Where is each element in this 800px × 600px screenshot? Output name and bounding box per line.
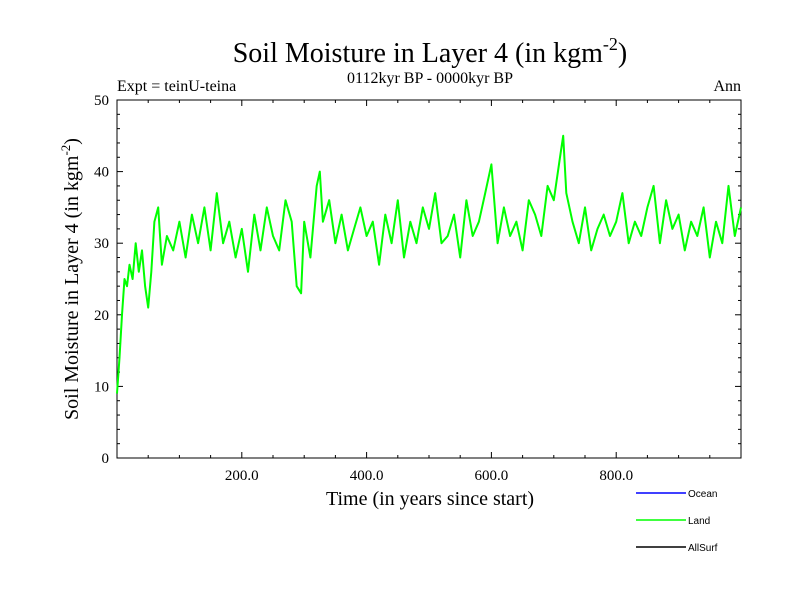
legend: Ocean Land AllSurf <box>636 489 718 554</box>
legend-label-ocean: Ocean <box>688 489 717 500</box>
y-tick-label: 50 <box>94 93 109 109</box>
x-tick-label: 400.0 <box>350 468 384 484</box>
legend-label-allsurf: AllSurf <box>688 543 718 554</box>
y-axis: 0 10 20 30 40 50 <box>94 93 741 467</box>
chart-title: Soil Moisture in Layer 4 (in kgm-2) <box>233 34 628 69</box>
y-tick-label: 40 <box>94 165 109 181</box>
y-tick-label: 10 <box>94 379 109 395</box>
x-tick-label: 600.0 <box>475 468 509 484</box>
chart-subtitle: 0112kyr BP - 0000kyr BP <box>347 70 513 87</box>
y-tick-label: 30 <box>94 236 109 252</box>
series-line-land <box>116 134 742 394</box>
y-axis-label: Soil Moisture in Layer 4 (in kgm-2) <box>58 138 83 420</box>
x-axis: 200.0 400.0 600.0 800.0 <box>147 100 711 484</box>
y-tick-label: 0 <box>102 451 110 467</box>
x-tick-label: 800.0 <box>599 468 633 484</box>
plot-frame <box>116 99 742 459</box>
expt-label: Expt = teinU-teina <box>117 78 236 95</box>
legend-label-land: Land <box>688 516 710 527</box>
x-tick-label: 200.0 <box>225 468 259 484</box>
y-tick-label: 20 <box>94 308 109 324</box>
x-axis-label: Time (in years since start) <box>326 488 534 510</box>
period-label: Ann <box>713 78 741 95</box>
